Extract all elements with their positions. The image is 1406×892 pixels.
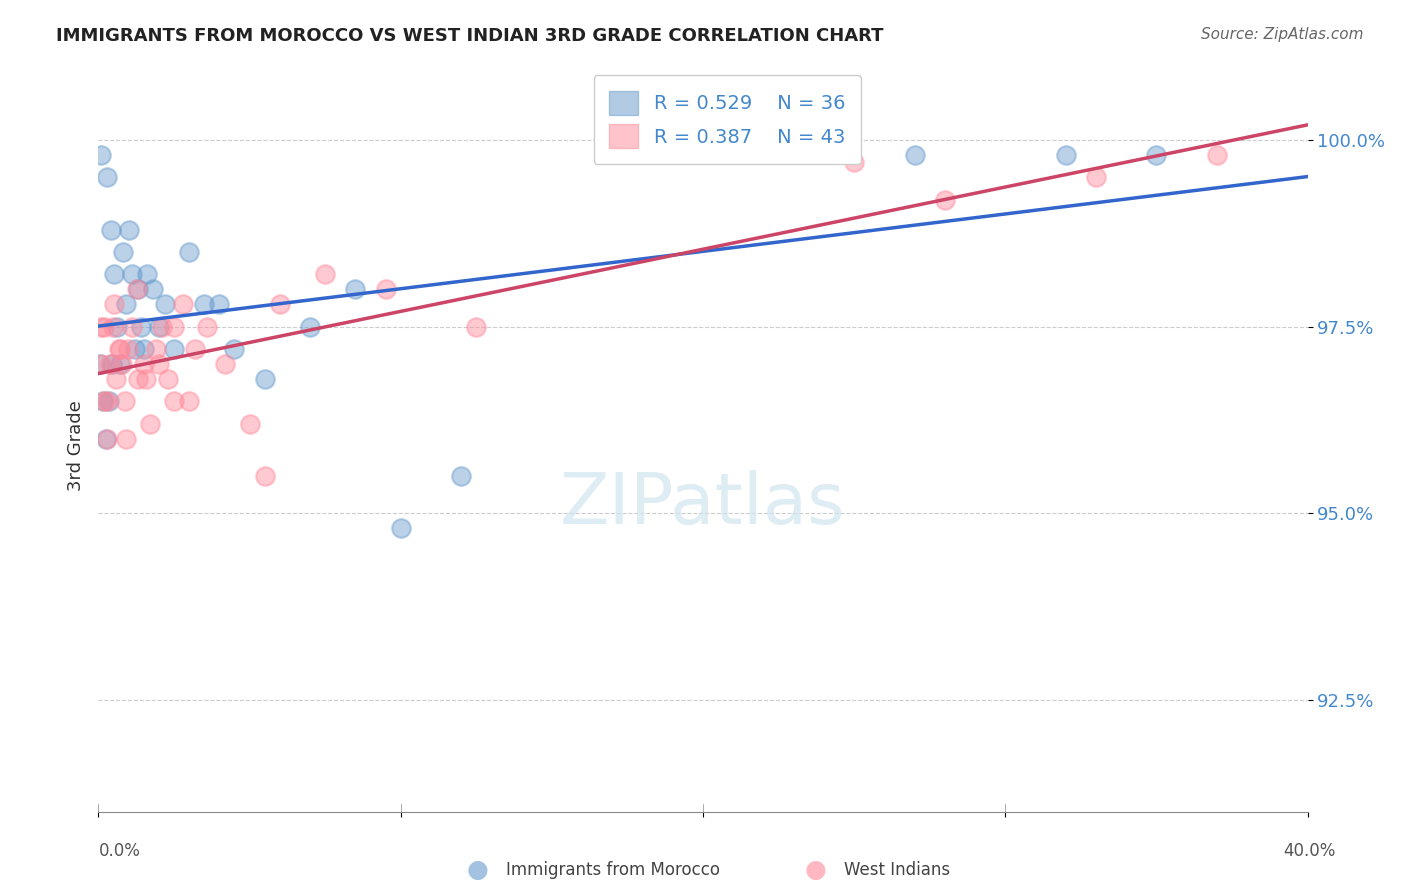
Point — [127, 282, 149, 296]
Point — [145, 342, 167, 356]
Point — [121, 268, 143, 282]
Point — [389, 521, 412, 535]
Point — [934, 193, 956, 207]
Point — [1054, 148, 1077, 162]
Point — [96, 170, 118, 185]
Point — [90, 357, 112, 371]
Point — [193, 297, 215, 311]
Point — [150, 319, 173, 334]
Text: ZIPatlas: ZIPatlas — [560, 470, 846, 539]
Point — [239, 417, 262, 431]
Point — [1146, 148, 1168, 162]
Point — [96, 432, 118, 446]
Point — [104, 372, 127, 386]
Point — [98, 394, 121, 409]
Point — [89, 357, 111, 371]
Point — [153, 297, 176, 311]
Point — [179, 244, 201, 259]
Point — [172, 297, 194, 311]
Point — [195, 319, 218, 334]
Point — [253, 468, 276, 483]
Text: West Indians: West Indians — [844, 861, 949, 879]
Point — [844, 155, 866, 169]
Point — [135, 372, 157, 386]
Point — [127, 282, 149, 296]
Point — [132, 342, 155, 356]
Point — [163, 342, 186, 356]
Text: ●: ● — [804, 858, 827, 881]
Point — [163, 394, 186, 409]
Point — [904, 148, 927, 162]
Y-axis label: 3rd Grade: 3rd Grade — [66, 401, 84, 491]
Point — [108, 342, 131, 356]
Point — [111, 244, 134, 259]
Point — [163, 319, 186, 334]
Point — [117, 342, 139, 356]
Point — [91, 394, 114, 409]
Point — [148, 319, 170, 334]
Text: 40.0%: 40.0% — [1284, 842, 1336, 860]
Point — [450, 468, 472, 483]
Point — [98, 357, 121, 371]
Point — [465, 319, 488, 334]
Point — [299, 319, 322, 334]
Point — [111, 357, 134, 371]
Point — [93, 394, 115, 409]
Point — [108, 342, 131, 356]
Legend: R = 0.529    N = 36, R = 0.387    N = 43: R = 0.529 N = 36, R = 0.387 N = 43 — [593, 75, 860, 163]
Point — [114, 297, 136, 311]
Point — [135, 268, 157, 282]
Point — [108, 357, 131, 371]
Point — [103, 268, 125, 282]
Point — [118, 222, 141, 236]
Text: Source: ZipAtlas.com: Source: ZipAtlas.com — [1201, 27, 1364, 42]
Text: IMMIGRANTS FROM MOROCCO VS WEST INDIAN 3RD GRADE CORRELATION CHART: IMMIGRANTS FROM MOROCCO VS WEST INDIAN 3… — [56, 27, 884, 45]
Point — [121, 319, 143, 334]
Point — [179, 394, 201, 409]
Point — [1206, 148, 1229, 162]
Point — [127, 372, 149, 386]
Point — [344, 282, 367, 296]
Text: Immigrants from Morocco: Immigrants from Morocco — [506, 861, 720, 879]
Point — [90, 148, 112, 162]
Point — [156, 372, 179, 386]
Point — [101, 357, 124, 371]
Point — [142, 282, 165, 296]
Point — [314, 268, 336, 282]
Point — [103, 297, 125, 311]
Point — [148, 357, 170, 371]
Point — [208, 297, 231, 311]
Point — [101, 319, 124, 334]
Point — [93, 319, 115, 334]
Point — [214, 357, 236, 371]
Point — [114, 432, 136, 446]
Point — [184, 342, 207, 356]
Point — [374, 282, 396, 296]
Point — [132, 357, 155, 371]
Point — [129, 319, 152, 334]
Point — [105, 319, 128, 334]
Point — [224, 342, 246, 356]
Point — [100, 222, 122, 236]
Point — [90, 319, 112, 334]
Point — [1085, 170, 1108, 185]
Point — [96, 394, 118, 409]
Point — [124, 342, 146, 356]
Point — [114, 394, 136, 409]
Point — [139, 417, 162, 431]
Point — [269, 297, 291, 311]
Text: 0.0%: 0.0% — [98, 842, 141, 860]
Point — [94, 432, 117, 446]
Text: ●: ● — [467, 858, 489, 881]
Point — [253, 372, 276, 386]
